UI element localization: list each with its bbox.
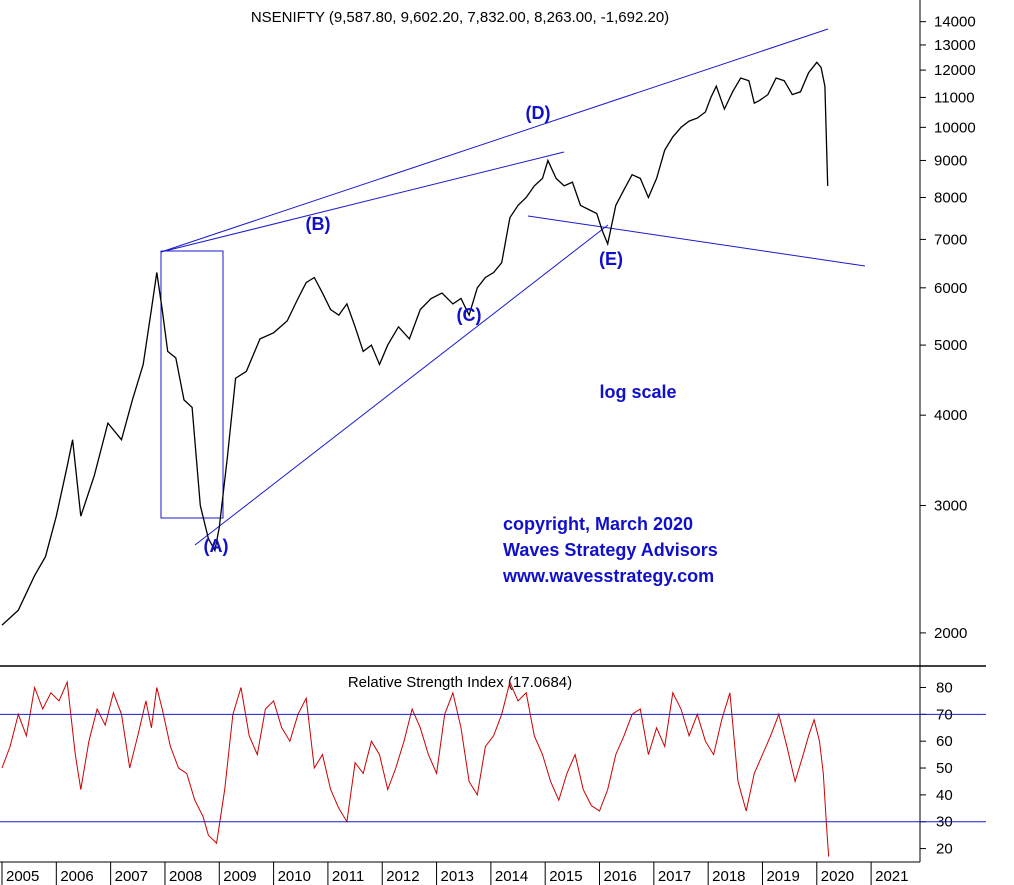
x-axis-ticks: 2005 2006 2007 2008 2009 2010 2011 2012 2013 2014… [1,862,908,885]
website-note: www.wavesstrategy.com [502,566,714,586]
rsi-y-tick-label: 20 [936,841,953,858]
price-series-line [1,61,829,626]
rsi-reference-lines [0,713,986,823]
rsi-y-tick-label: 60 [936,733,953,750]
wave-label-e: (E) [599,249,623,269]
price-y-tick-label: 5000 [934,337,967,354]
price-y-tick-label: 3000 [934,498,967,515]
x-tick-label: 2014 [495,868,528,885]
x-tick-label: 2017 [658,868,691,885]
pattern-lines [160,28,866,546]
price-y-tick-label: 12000 [934,62,976,79]
rsi-series-line [1,680,830,857]
x-tick-label: 2019 [766,868,799,885]
price-y-tick-label: 2000 [934,625,967,642]
x-tick-label: 2010 [278,868,311,885]
price-y-tick-label: 8000 [934,189,967,206]
wave-label-d: (D) [526,103,551,123]
x-tick-label: 2013 [441,868,474,885]
wave-label-c: (C) [457,305,482,325]
highlight-box [160,250,224,519]
x-tick-label: 2020 [821,868,854,885]
x-tick-label: 2016 [604,868,637,885]
rsi-y-tick-label: 50 [936,760,953,777]
price-y-tick-label: 11000 [934,89,975,106]
price-y-tick-label: 13000 [934,37,976,54]
company-note: Waves Strategy Advisors [503,540,718,560]
wave-label-b: (B) [306,214,331,234]
x-tick-label: 2011 [332,868,364,885]
x-tick-label: 2007 [115,868,148,885]
lower-trendline [194,224,609,546]
x-tick-label: 2006 [60,868,93,885]
price-y-tick-label: 7000 [934,231,967,248]
price-y-tick-label: 4000 [934,407,967,424]
rsi-y-tick-label: 80 [936,679,953,696]
price-y-tick-label: 9000 [934,152,967,169]
price-chart-title: NSENIFTY (9,587.80, 9,602.20, 7,832.00, … [251,9,669,26]
price-y-ticks: 14000 13000 12000 11000 10000 9000 8000 7000 600… [920,14,976,642]
upper-trendline-short [160,151,565,253]
x-tick-label: 2012 [386,868,419,885]
x-tick-label: 2008 [169,868,202,885]
x-tick-label: 2009 [223,868,256,885]
x-tick-label: 2021 [875,868,908,885]
rsi-y-tick-label: 40 [936,787,953,804]
copyright-note: copyright, March 2020 [503,514,693,534]
x-tick-label: 2018 [712,868,745,885]
price-y-tick-label: 14000 [934,14,976,31]
price-y-tick-label: 10000 [934,119,976,136]
upper-trendline [160,28,829,253]
rsi-chart-title: Relative Strength Index (17.0684) [348,674,572,691]
wave-label-a: (A) [204,536,229,556]
e-trendline [527,215,866,267]
x-tick-label: 2005 [6,868,39,885]
scale-note: log scale [599,382,676,402]
price-y-tick-label: 6000 [934,280,967,297]
x-tick-label: 2015 [549,868,582,885]
